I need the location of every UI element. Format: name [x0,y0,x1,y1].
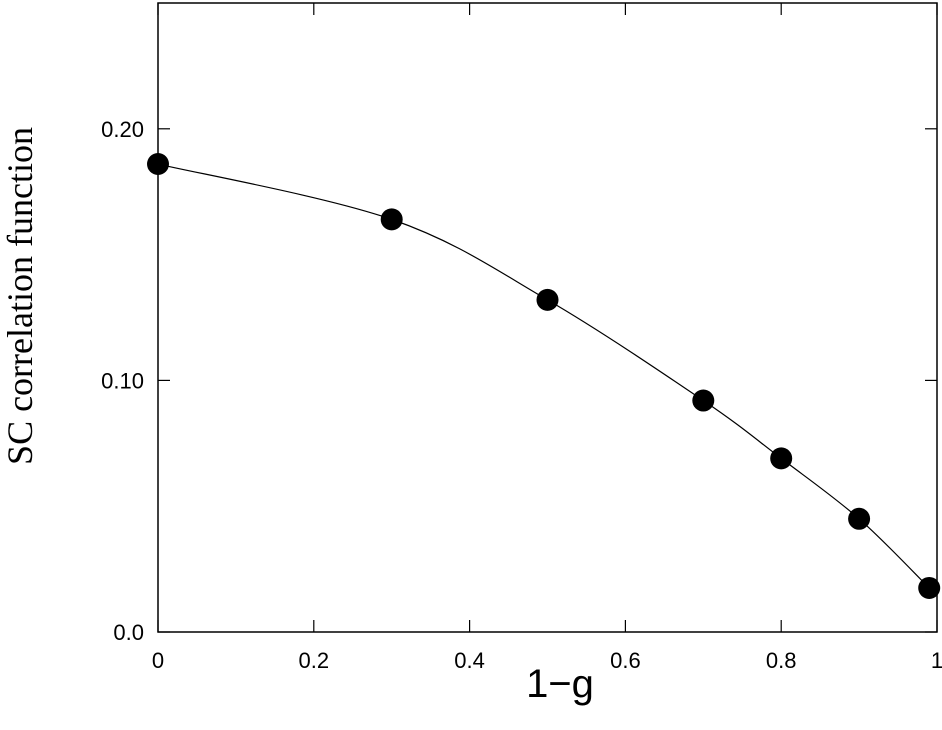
y-tick-label: 0.0 [113,620,144,645]
y-tick-label: 0.20 [101,117,144,142]
x-tick-label: 0 [152,648,164,673]
y-tick-label: 0.10 [101,368,144,393]
data-point [918,576,941,599]
x-tick-label: 0.2 [299,648,330,673]
plot-frame [157,2,938,633]
x-axis-label: 1−g [526,662,594,706]
data-point [536,288,559,311]
data-point [380,208,403,231]
data-point [147,153,169,176]
data-point [692,389,715,412]
x-tick-label: 0.6 [610,648,641,673]
data-point [770,447,793,470]
data-point [848,507,871,530]
y-axis-label: SC correlation function [0,127,40,465]
x-tick-label: 1 [931,648,942,673]
x-tick-label: 0.4 [454,648,485,673]
x-tick-label: 0.8 [766,648,797,673]
fit-line [157,163,930,589]
